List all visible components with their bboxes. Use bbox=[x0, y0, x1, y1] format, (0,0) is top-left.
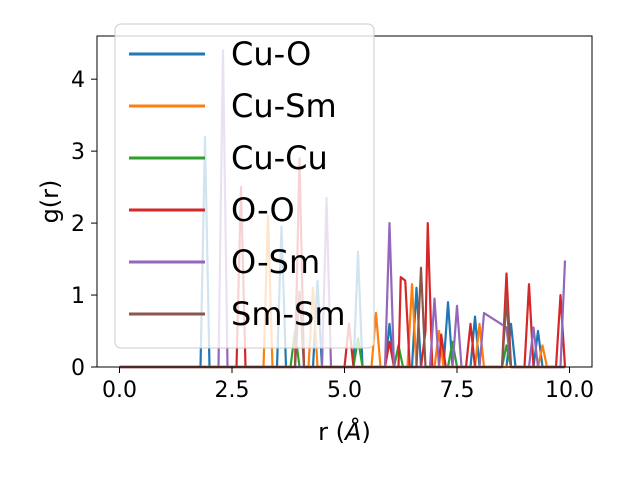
legend: Cu-O Cu-Sm Cu-Cu O-O O-Sm Sm-Sm bbox=[114, 23, 375, 349]
x-axis-title-text: r ( bbox=[318, 418, 345, 446]
axes: 0.0 2.5 5.0 7.5 10.0 0 1 2 3 4 r (Å) g(r) bbox=[36, 35, 594, 446]
legend-label-0: Cu-O bbox=[231, 35, 311, 73]
legend-label-1: Cu-Sm bbox=[231, 87, 337, 125]
legend-label-5: Sm-Sm bbox=[231, 295, 346, 333]
y-tick-label-3: 3 bbox=[71, 140, 85, 165]
x-tick-label-2: 5.0 bbox=[327, 378, 362, 403]
legend-label-4: O-Sm bbox=[231, 243, 320, 281]
x-axis-title: r (Å) bbox=[318, 417, 371, 446]
y-tick-label-1: 1 bbox=[71, 284, 85, 309]
y-tick-label-0: 0 bbox=[71, 356, 85, 381]
x-tick-label-4: 10.0 bbox=[545, 378, 594, 403]
x-axis-title-unit: Å bbox=[343, 417, 361, 446]
x-tick-label-3: 7.5 bbox=[440, 378, 475, 403]
y-axis-title: g(r) bbox=[36, 180, 64, 224]
y-tick-label-2: 2 bbox=[71, 212, 85, 237]
x-axis-title-close: ) bbox=[361, 418, 370, 446]
x-tick-label-1: 2.5 bbox=[215, 378, 250, 403]
x-tick-label-0: 0.0 bbox=[102, 378, 137, 403]
legend-label-3: O-O bbox=[231, 191, 295, 229]
y-tick-label-4: 4 bbox=[71, 68, 85, 93]
legend-label-2: Cu-Cu bbox=[231, 139, 328, 177]
